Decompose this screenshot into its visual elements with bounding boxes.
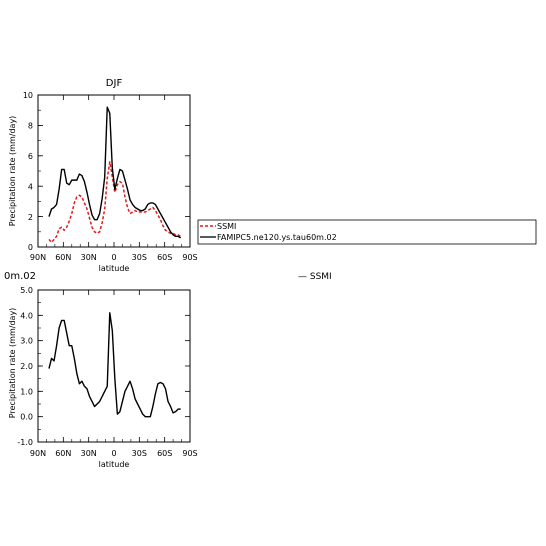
x-tick-labels: 90N 60N 30N 0 30S 60S 90S bbox=[30, 449, 198, 458]
panel-title: DJF bbox=[106, 78, 123, 89]
y-tick-label: 4 bbox=[28, 183, 33, 192]
y-tick-label: 2 bbox=[28, 213, 33, 222]
x-tick-label: 90N bbox=[30, 449, 46, 458]
x-tick-label: 60S bbox=[157, 253, 172, 262]
x-tick-label: 30N bbox=[81, 253, 97, 262]
x-tick-label: 30S bbox=[132, 449, 147, 458]
stray-legend-text: — SSMI bbox=[298, 272, 332, 282]
x-tick-label: 30N bbox=[81, 449, 97, 458]
y-tick-label: -1.0 bbox=[17, 438, 33, 447]
x-tick-label: 90S bbox=[182, 253, 197, 262]
legend-label-model: FAMIPC5.ne120.ys.tau60m.02 bbox=[217, 233, 337, 242]
legend-label-ssmi: SSMI bbox=[217, 222, 236, 231]
legend-box bbox=[197, 219, 537, 245]
series-line-model-0 bbox=[48, 312, 181, 418]
y-tick-labels: -1.0 0.0 1.0 2.0 3.0 4.0 5.0 bbox=[17, 286, 33, 447]
x-tick-labels: 90N 60N 30N 0 30S 60S 90S bbox=[30, 253, 198, 262]
series-lines bbox=[48, 312, 181, 418]
y-tick-label: 6 bbox=[28, 152, 33, 161]
series-lines bbox=[48, 106, 182, 244]
panel-title-truncated: 0m.02 bbox=[4, 271, 36, 282]
y-tick-label: 10 bbox=[23, 91, 33, 100]
x-tick-label: 60N bbox=[55, 449, 71, 458]
x-tick-label: 90S bbox=[182, 449, 197, 458]
y-tick-label: 3.0 bbox=[20, 337, 33, 346]
y-tick-label: 2.0 bbox=[20, 362, 33, 371]
y-axis-label: Precipitation rate (mm/day) bbox=[8, 116, 17, 227]
y-tick-label: 0.0 bbox=[20, 413, 33, 422]
x-tick-label: 0 bbox=[111, 449, 116, 458]
x-tick-label: 60N bbox=[55, 253, 71, 262]
axis-ticks bbox=[37, 94, 191, 248]
panel-djf: DJF Precipitation rate (mm/day) 0 2 4 6 … bbox=[8, 78, 198, 273]
y-tick-label: 5.0 bbox=[20, 286, 33, 295]
y-tick-label: 0 bbox=[28, 243, 33, 252]
x-tick-label: 60S bbox=[157, 449, 172, 458]
series-line-famipc5-ne120-ys-tau60m-02 bbox=[48, 106, 182, 239]
x-axis-label: latitude bbox=[99, 264, 130, 273]
x-axis-label: latitude bbox=[99, 460, 130, 469]
series-line-ssmi bbox=[48, 161, 182, 244]
y-axis-label: Precipitation rate (mm/day) bbox=[8, 308, 17, 419]
x-tick-label: 90N bbox=[30, 253, 46, 262]
y-tick-labels: 0 2 4 6 8 10 bbox=[23, 91, 33, 252]
legend: SSMI FAMIPC5.ne120.ys.tau60m.02 bbox=[197, 219, 537, 245]
y-tick-label: 1.0 bbox=[20, 387, 33, 396]
panel-model: 0m.02 — SSMI Precipitation rate (mm/day)… bbox=[4, 271, 332, 469]
y-tick-label: 8 bbox=[28, 122, 33, 131]
y-tick-label: 4.0 bbox=[20, 311, 33, 320]
x-tick-label: 0 bbox=[111, 253, 116, 262]
x-tick-label: 30S bbox=[132, 253, 147, 262]
axis-ticks bbox=[37, 289, 191, 443]
